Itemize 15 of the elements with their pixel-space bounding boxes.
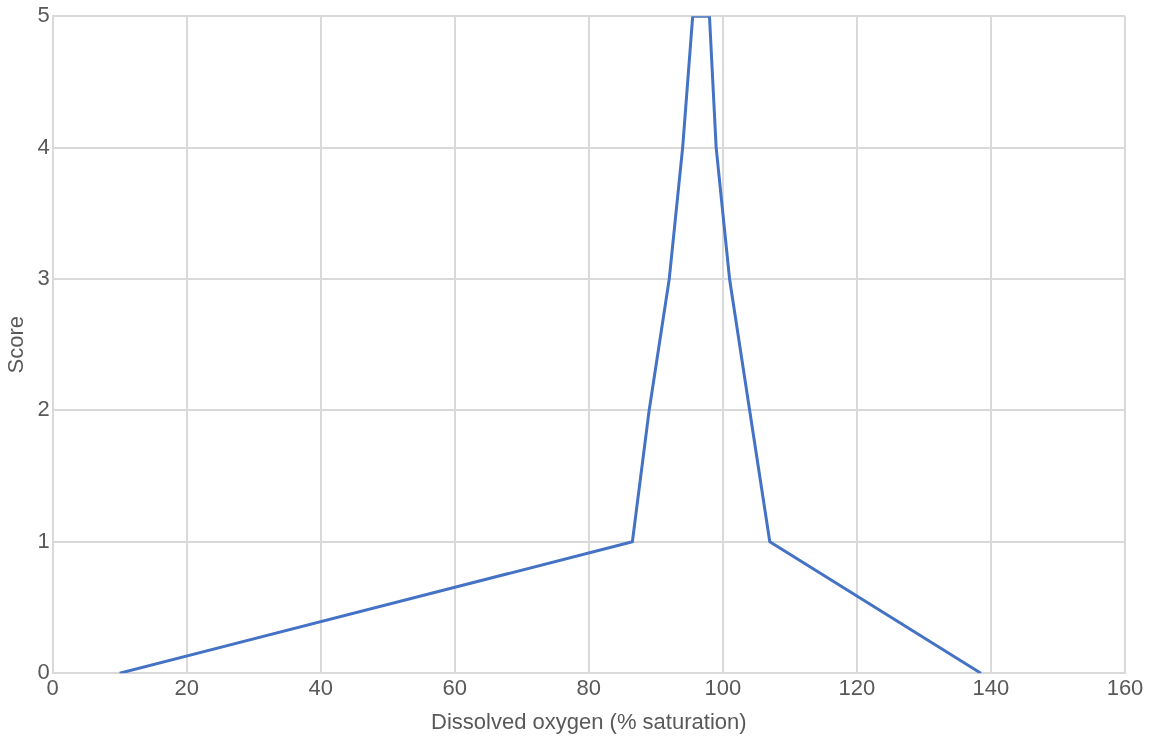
y-tick-label: 5 [37, 2, 50, 28]
x-tick-label: 160 [1106, 675, 1144, 701]
y-tick-label: 3 [37, 265, 50, 291]
x-axis-title: Dissolved oxygen (% saturation) [431, 708, 747, 734]
x-tick-label: 80 [576, 675, 602, 701]
y-tick-label: 1 [37, 527, 50, 553]
y-tick-label: 2 [37, 396, 50, 422]
x-tick-label: 60 [442, 675, 468, 701]
x-tick-label: 140 [972, 675, 1010, 701]
y-tick-label: 4 [37, 133, 50, 159]
y-axis-title: Score [3, 315, 29, 374]
x-tick-label: 40 [308, 675, 333, 701]
x-tick-label: 20 [174, 675, 199, 701]
x-tick-label: 120 [838, 675, 876, 701]
x-tick-label: 100 [704, 675, 742, 701]
